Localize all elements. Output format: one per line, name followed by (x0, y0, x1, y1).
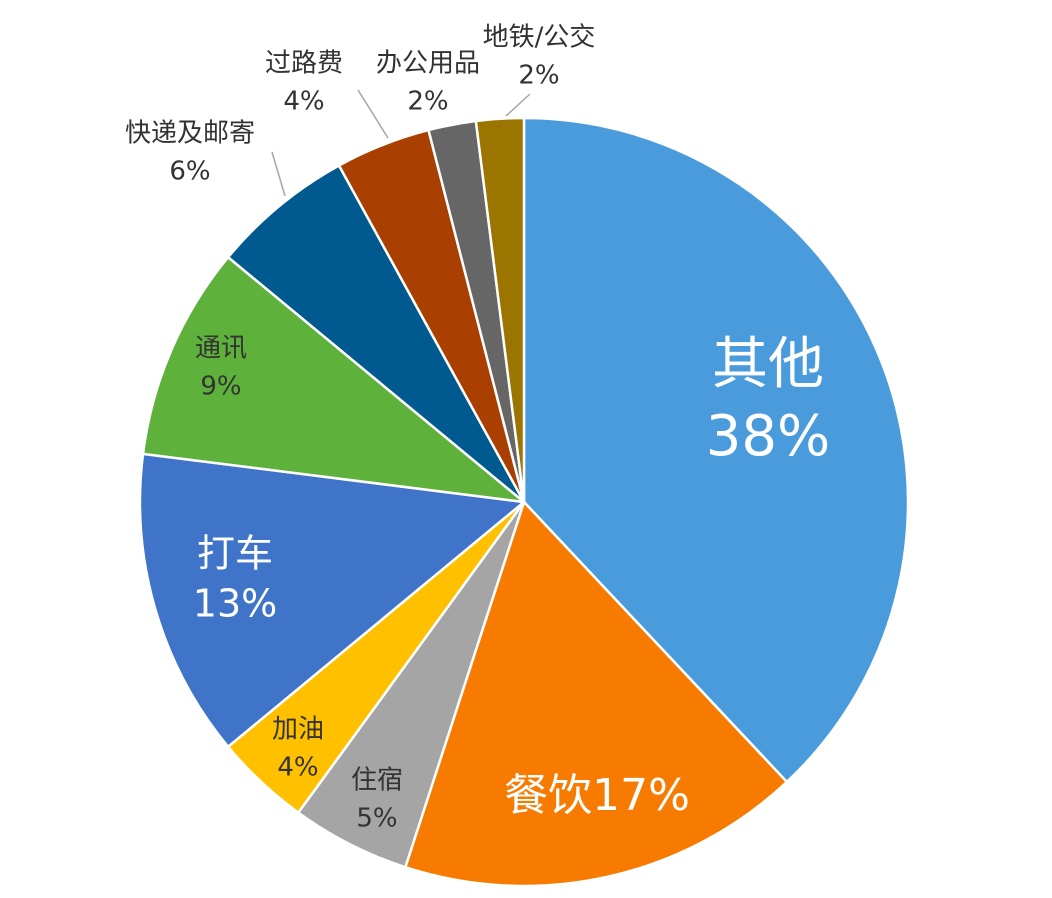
slice-label-2: 住宿 (351, 766, 403, 796)
slice-label-5: 通讯 (195, 334, 247, 364)
slice-label-1: 餐饮17% (504, 770, 690, 821)
slice-value-label-8: 2% (407, 87, 448, 117)
slice-value-label-9: 2% (518, 61, 559, 91)
leader-lines (271, 89, 531, 197)
slice-value-label-6: 6% (169, 157, 210, 187)
pie-slices (138, 116, 910, 888)
slice-value-label-4: 13% (193, 582, 277, 626)
leader-line-6 (271, 151, 286, 197)
pie-slice-0 (522, 116, 910, 784)
leader-line-7 (357, 89, 389, 139)
pie-slice-1 (404, 500, 789, 888)
slice-label-9: 地铁/公交 (483, 23, 596, 53)
leader-line-9 (505, 93, 531, 117)
slice-label-3: 加油 (272, 715, 324, 745)
slice-value-label-0: 38% (706, 404, 830, 469)
pie-slice-5 (141, 255, 526, 504)
slice-label-7: 过路费 (265, 49, 343, 79)
slice-labels: 其他 38% 餐饮17% 住宿 5% 加油 4% 打车 13% 通讯 9% 快递及邮寄 6% 过路费 4% 办… (125, 23, 830, 834)
slice-value-label-7: 4% (283, 87, 324, 117)
pie-slice-4 (138, 452, 526, 749)
slice-value-label-3: 4% (277, 753, 318, 783)
slice-value-label-5: 9% (200, 372, 241, 402)
slice-label-6: 快递及邮寄 (125, 119, 255, 149)
slice-label-0: 其他 (712, 332, 824, 397)
slice-label-8: 办公用品 (376, 49, 480, 79)
pie-slice-6 (226, 164, 526, 504)
pie-slice-9 (474, 116, 526, 504)
slice-value-label-2: 5% (356, 804, 397, 834)
slice-label-4: 打车 (197, 532, 273, 576)
